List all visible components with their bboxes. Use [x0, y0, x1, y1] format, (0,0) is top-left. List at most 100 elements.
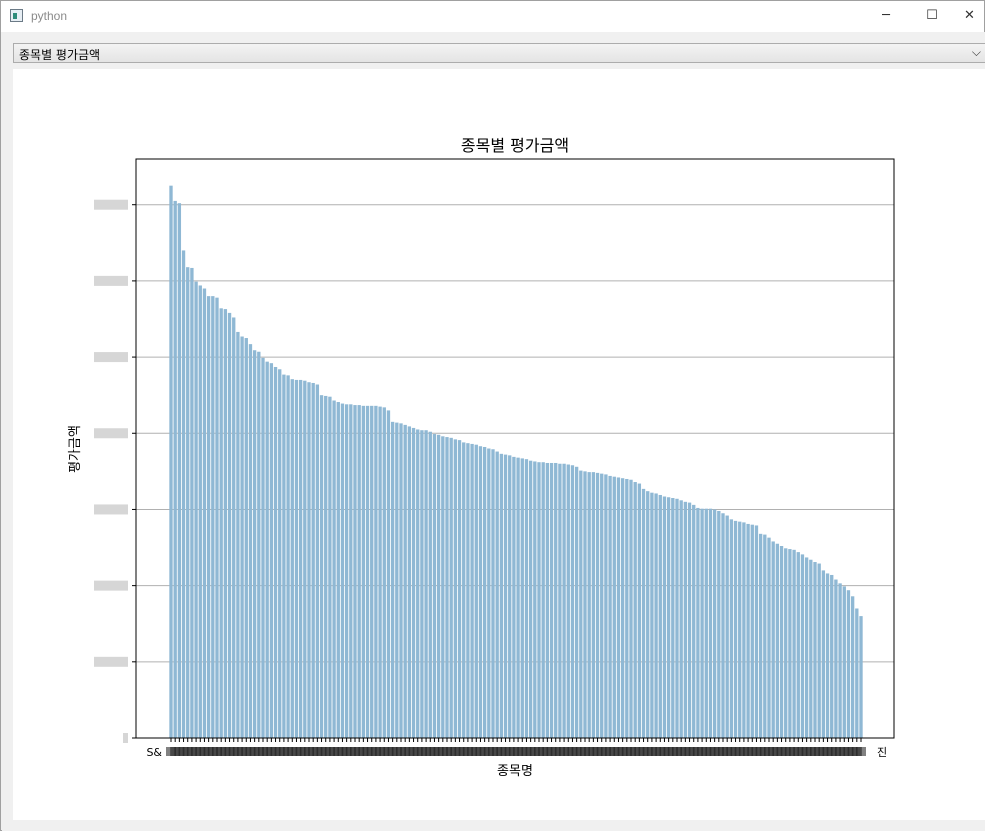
- bar: [687, 502, 692, 738]
- client-area: 종목별 평가금액 ⌵ S& 진 종목별 평가금액 종목명 평가금액: [2, 32, 985, 831]
- bar: [675, 498, 679, 738]
- bar: [842, 586, 846, 738]
- bar: [311, 382, 315, 738]
- bar: [503, 454, 508, 738]
- bar: [629, 479, 633, 738]
- bar: [361, 405, 366, 738]
- bar: [252, 350, 257, 738]
- bar: [583, 471, 587, 738]
- bar: [374, 405, 378, 738]
- bar: [813, 562, 817, 738]
- bar: [194, 281, 198, 738]
- bar: [449, 437, 453, 738]
- bar: [855, 608, 859, 738]
- y-tick-labels: [94, 199, 136, 743]
- bar: [340, 403, 345, 738]
- bar: [637, 483, 642, 738]
- bar: [696, 507, 700, 738]
- bar: [328, 396, 332, 738]
- bar: [198, 285, 202, 738]
- bar: [666, 497, 671, 738]
- bar: [549, 462, 554, 738]
- bar: [248, 344, 253, 738]
- bar: [462, 442, 466, 738]
- bar: [804, 557, 809, 738]
- bar: [445, 437, 449, 738]
- bar: [495, 451, 499, 738]
- y-tick-label-redacted: [94, 352, 128, 363]
- x-axis-label: 종목명: [497, 764, 533, 779]
- close-icon: ✕: [964, 8, 975, 23]
- bar: [487, 448, 491, 738]
- bar: [269, 363, 274, 738]
- bar: [671, 498, 675, 738]
- bar: [817, 563, 821, 738]
- bar: [524, 459, 529, 738]
- bar: [294, 379, 299, 738]
- bar: [474, 444, 478, 738]
- bar: [537, 462, 541, 738]
- bar: [424, 430, 428, 738]
- bar: [407, 426, 412, 738]
- bar: [809, 559, 813, 738]
- bar: [244, 338, 248, 738]
- python-app-icon: [10, 9, 23, 22]
- bar: [290, 379, 294, 738]
- bar: [349, 404, 353, 738]
- bar: [771, 541, 775, 738]
- bar: [830, 574, 834, 738]
- bar: [282, 374, 286, 738]
- bar-chart: S& 진 종목별 평가금액 종목명 평가금액: [68, 136, 895, 779]
- bar: [846, 590, 851, 738]
- bar: [436, 434, 441, 738]
- bar: [470, 443, 474, 738]
- bar: [512, 456, 516, 738]
- bar: [169, 185, 173, 738]
- bar: [353, 405, 357, 738]
- bar: [390, 421, 395, 738]
- bar: [520, 458, 524, 738]
- bar: [738, 521, 742, 738]
- bar: [541, 462, 545, 738]
- bar: [298, 379, 303, 738]
- bar: [533, 461, 537, 738]
- bar: [800, 554, 805, 738]
- y-tick-label-redacted: [94, 656, 128, 667]
- bar: [641, 488, 646, 738]
- bar: [821, 570, 826, 738]
- x-tick-label-overlap: [856, 747, 866, 756]
- bar: [219, 308, 223, 738]
- bar: [307, 382, 311, 738]
- bar: [604, 474, 608, 738]
- bar: [365, 405, 370, 738]
- maximize-button[interactable]: ☐: [909, 1, 955, 32]
- bar: [612, 476, 616, 738]
- bar: [654, 493, 658, 738]
- chart-selector-dropdown[interactable]: 종목별 평가금액 ⌵: [13, 43, 985, 63]
- bar: [650, 492, 654, 738]
- x-tick-labels: S& 진: [146, 738, 887, 759]
- bar: [570, 465, 575, 738]
- bar: [499, 453, 504, 738]
- bar: [796, 552, 800, 738]
- y-axis-label: 평가금액: [68, 425, 83, 473]
- bar: [478, 446, 483, 738]
- title-bar[interactable]: python ─ ☐ ✕: [1, 1, 984, 32]
- bar: [742, 522, 746, 738]
- bar: [232, 317, 236, 738]
- y-tick-label-redacted: [123, 733, 128, 743]
- bar: [173, 200, 177, 739]
- y-tick-label-redacted: [94, 428, 128, 439]
- bar: [332, 400, 336, 738]
- bar: [378, 406, 382, 738]
- bar: [457, 440, 462, 738]
- close-button[interactable]: ✕: [955, 1, 984, 32]
- window-title: python: [31, 9, 68, 23]
- bar: [746, 523, 750, 738]
- bar: [788, 549, 792, 738]
- bar: [704, 508, 708, 738]
- minimize-button[interactable]: ─: [863, 1, 909, 32]
- bar: [579, 470, 583, 738]
- bar: [616, 477, 621, 738]
- bar: [721, 513, 725, 738]
